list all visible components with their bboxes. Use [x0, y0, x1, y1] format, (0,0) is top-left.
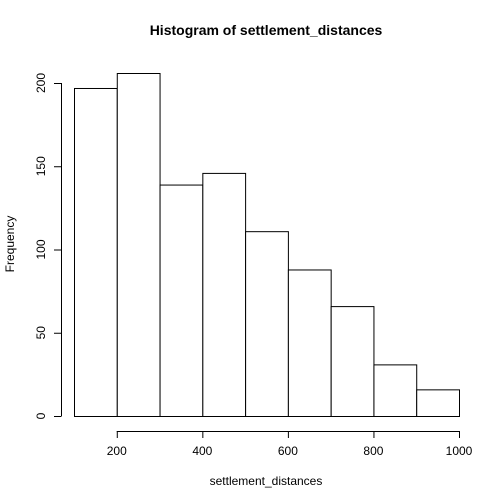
x-axis-label: settlement_distances: [210, 474, 323, 488]
x-tick-label: 200: [107, 444, 127, 458]
y-tick-label: 0: [34, 412, 48, 419]
y-axis: 0 50 100 150 200: [34, 73, 62, 419]
y-tick-label: 150: [34, 156, 48, 176]
chart-title: Histogram of settlement_distances: [150, 22, 383, 38]
x-axis: 200 400 600 800 1000: [107, 431, 473, 458]
y-tick-label: 100: [34, 239, 48, 259]
histogram-bar-8: [373, 364, 418, 417]
y-tick-label: 50: [34, 326, 48, 340]
x-tick-label: 600: [278, 444, 298, 458]
histogram-bar-3: [159, 184, 204, 417]
y-tick-label: 200: [34, 73, 48, 93]
histogram-bar-9: [416, 389, 461, 417]
histogram-bar-5: [245, 231, 289, 417]
y-axis-label: Frequency: [3, 216, 17, 273]
x-tick-label: 400: [192, 444, 212, 458]
histogram-bar-4: [202, 172, 247, 417]
x-tick-label: 800: [363, 444, 383, 458]
histogram-bar-1: [74, 87, 118, 417]
histogram-bar-7: [330, 306, 375, 417]
x-tick-label: 1000: [446, 444, 473, 458]
histogram-bar-2: [116, 73, 161, 417]
histogram-bar-6: [287, 269, 332, 418]
histogram-bars: [74, 73, 461, 418]
